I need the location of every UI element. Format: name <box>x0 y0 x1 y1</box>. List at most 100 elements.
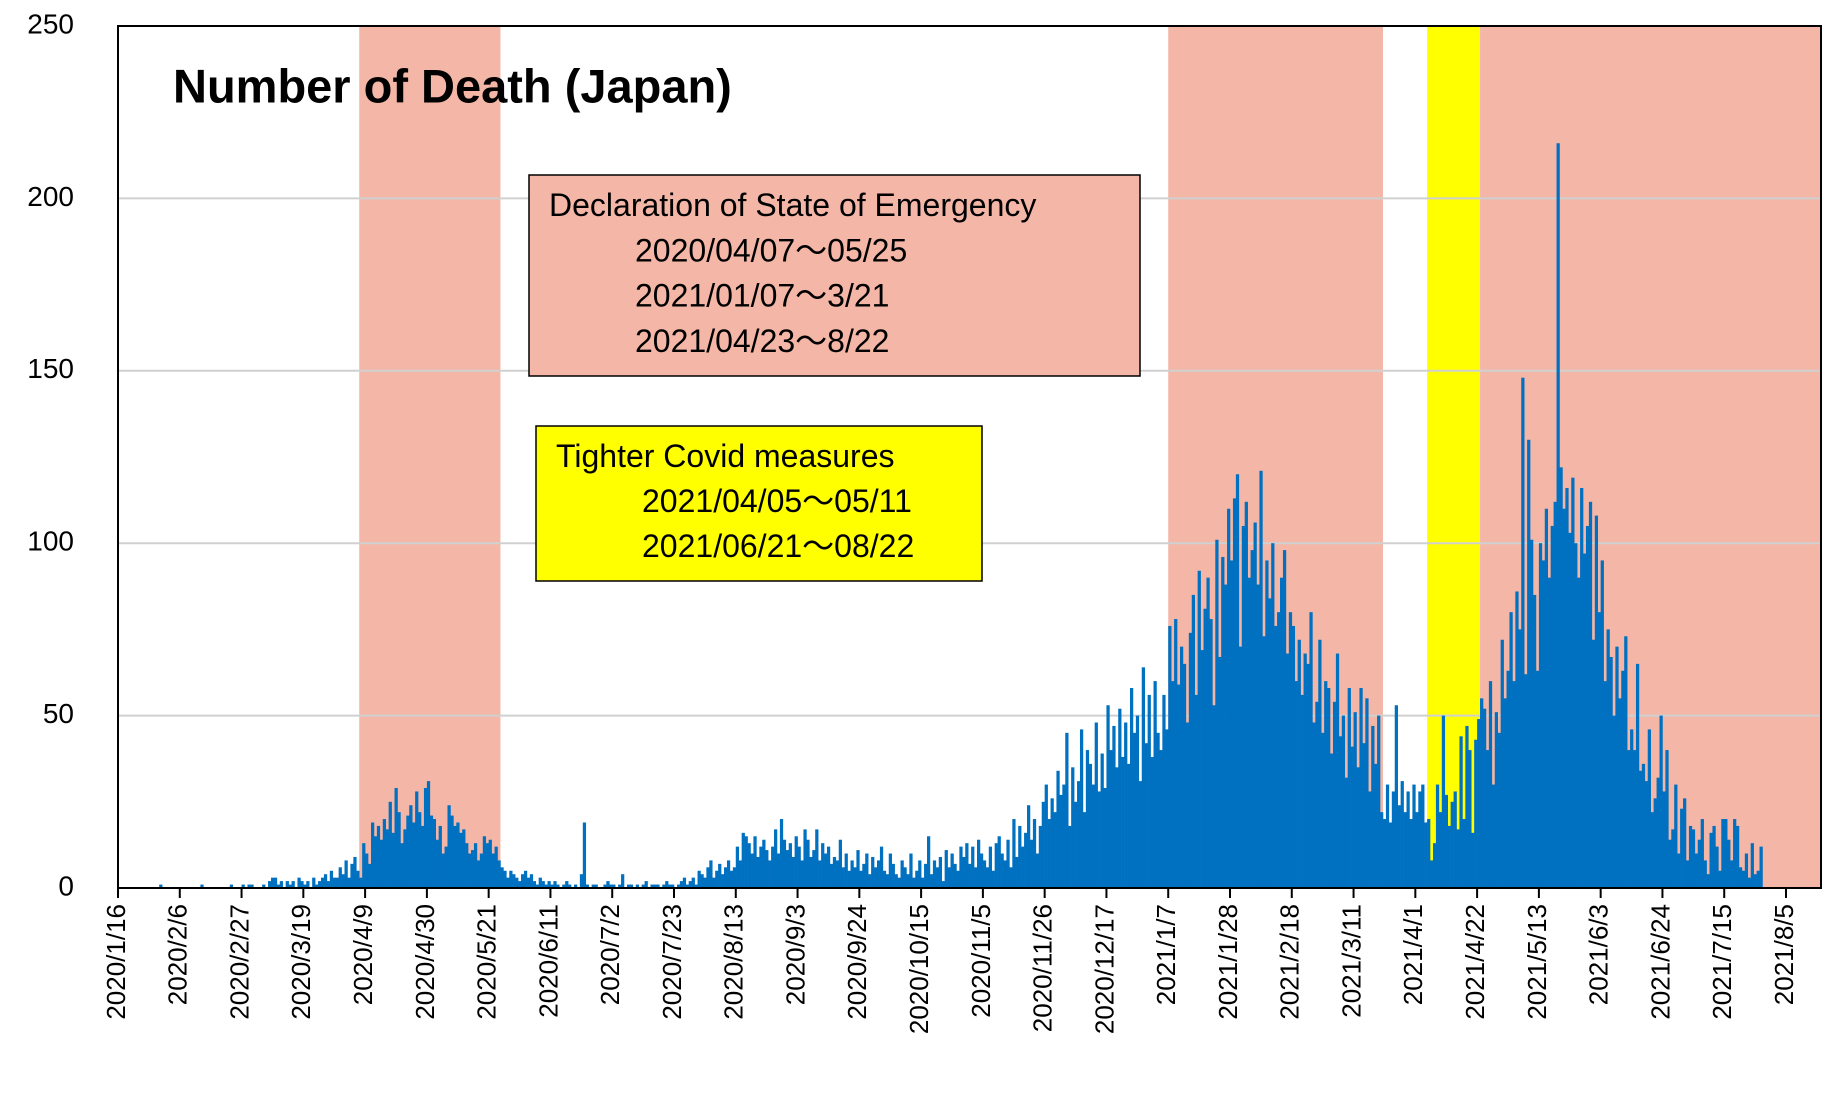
bar <box>797 846 801 888</box>
bar <box>1482 708 1487 888</box>
bar <box>1485 750 1490 888</box>
bar <box>1368 791 1372 888</box>
bar <box>959 846 963 888</box>
bar <box>1541 560 1546 888</box>
bar <box>1718 870 1722 888</box>
bar <box>935 867 940 888</box>
bar <box>800 860 804 888</box>
bar <box>432 819 437 888</box>
bar <box>735 846 740 888</box>
bar <box>762 839 766 888</box>
bar <box>724 867 728 888</box>
bar <box>394 788 398 888</box>
bar <box>315 884 319 888</box>
bar <box>835 860 840 888</box>
bar <box>1244 501 1248 888</box>
bar <box>1706 874 1710 888</box>
bar <box>1206 577 1210 888</box>
y-tick-label: 200 <box>27 181 74 212</box>
bar <box>1268 598 1272 888</box>
bar <box>994 843 998 888</box>
bar <box>382 819 387 888</box>
bar <box>444 846 448 888</box>
bar <box>718 863 722 888</box>
bar <box>403 829 407 888</box>
bar <box>241 884 245 888</box>
bar <box>1747 877 1751 888</box>
bar <box>1491 784 1496 888</box>
bar <box>644 881 648 888</box>
bar <box>1259 470 1263 888</box>
bar <box>1691 829 1696 888</box>
x-tick-label: 2021/1/28 <box>1213 904 1243 1020</box>
bar <box>1468 750 1472 888</box>
bar <box>1050 798 1054 888</box>
annotation-line: 2020/04/07〜05/25 <box>635 232 907 268</box>
bar <box>776 853 781 888</box>
bar <box>1088 763 1093 888</box>
bar <box>847 870 851 888</box>
bar <box>1694 853 1699 888</box>
bar <box>594 884 598 888</box>
bar <box>512 874 516 888</box>
bar <box>1247 577 1251 888</box>
bar <box>270 877 275 888</box>
bar <box>332 877 336 888</box>
bar <box>412 822 416 888</box>
bar <box>335 877 339 888</box>
bar <box>453 825 457 888</box>
bar <box>1630 729 1634 888</box>
bar <box>1530 539 1534 888</box>
bar <box>326 881 331 888</box>
bar <box>1744 853 1749 888</box>
bar <box>865 853 869 888</box>
bar <box>303 884 307 888</box>
bar <box>471 850 475 888</box>
bar <box>1733 819 1737 888</box>
bar <box>1094 722 1098 888</box>
bar <box>1480 698 1484 888</box>
bar <box>1456 829 1460 888</box>
bar <box>1618 698 1622 888</box>
bar <box>1403 812 1407 888</box>
bar <box>1359 688 1363 888</box>
bar <box>1068 825 1072 888</box>
bar <box>650 884 654 888</box>
bar <box>465 843 469 888</box>
bar <box>1159 750 1163 888</box>
bar <box>971 846 975 888</box>
bar <box>1047 819 1051 888</box>
bar <box>1597 612 1601 888</box>
bar <box>415 791 419 888</box>
bar <box>1521 377 1525 888</box>
bar <box>468 853 472 888</box>
bar <box>768 860 772 888</box>
bar <box>1665 750 1669 888</box>
bar <box>703 877 707 888</box>
bar <box>1650 812 1654 888</box>
bar <box>668 884 672 888</box>
bar <box>806 839 810 888</box>
bar <box>874 867 878 888</box>
x-tick-label: 2020/1/16 <box>101 904 131 1020</box>
bar <box>750 853 754 888</box>
bar <box>862 863 866 888</box>
bar <box>1303 653 1307 888</box>
shaded-period <box>1427 26 1481 888</box>
bar <box>509 870 513 888</box>
bar <box>1053 812 1057 888</box>
bar <box>1583 553 1587 888</box>
bar <box>438 825 442 888</box>
bar <box>388 801 392 888</box>
bar <box>1121 756 1125 888</box>
bar <box>1615 646 1619 888</box>
bar <box>421 825 425 888</box>
bar <box>882 870 887 888</box>
bar <box>1027 805 1031 888</box>
bar <box>1332 701 1337 888</box>
bar <box>871 856 875 888</box>
bar <box>1421 784 1425 888</box>
bar <box>1712 825 1716 888</box>
bar <box>473 843 478 888</box>
bar <box>1647 729 1651 888</box>
